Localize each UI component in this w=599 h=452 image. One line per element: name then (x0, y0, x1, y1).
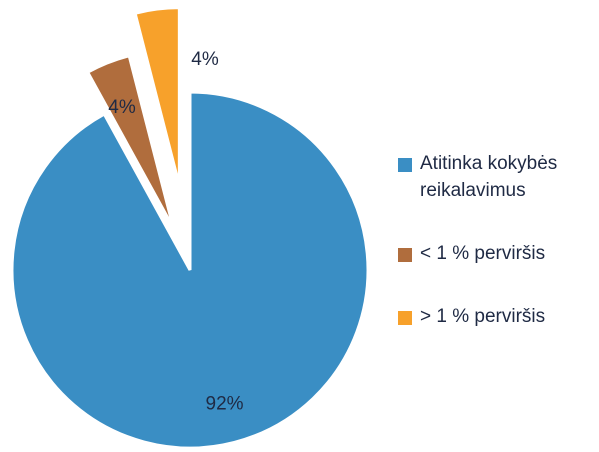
legend-label: > 1 % perviršis (420, 306, 546, 327)
legend-label: < 1 % perviršis (420, 243, 546, 264)
data-label: 92% (206, 393, 244, 414)
legend-item: > 1 % perviršis (398, 303, 598, 330)
legend-item: Atitinka kokybės reikalavimus (398, 150, 598, 204)
legend-swatch (398, 311, 412, 325)
legend-swatch (398, 158, 412, 172)
data-label: 4% (191, 49, 219, 70)
legend-label: Atitinka kokybės reikalavimus (420, 153, 558, 201)
pie-slice (133, 6, 181, 187)
data-label: 4% (108, 97, 136, 118)
legend: Atitinka kokybės reikalavimus < 1 % pervi… (398, 150, 598, 366)
pie-slice (85, 53, 175, 229)
pie-slice (10, 90, 370, 450)
legend-item: < 1 % perviršis (398, 240, 598, 267)
legend-swatch (398, 248, 412, 262)
